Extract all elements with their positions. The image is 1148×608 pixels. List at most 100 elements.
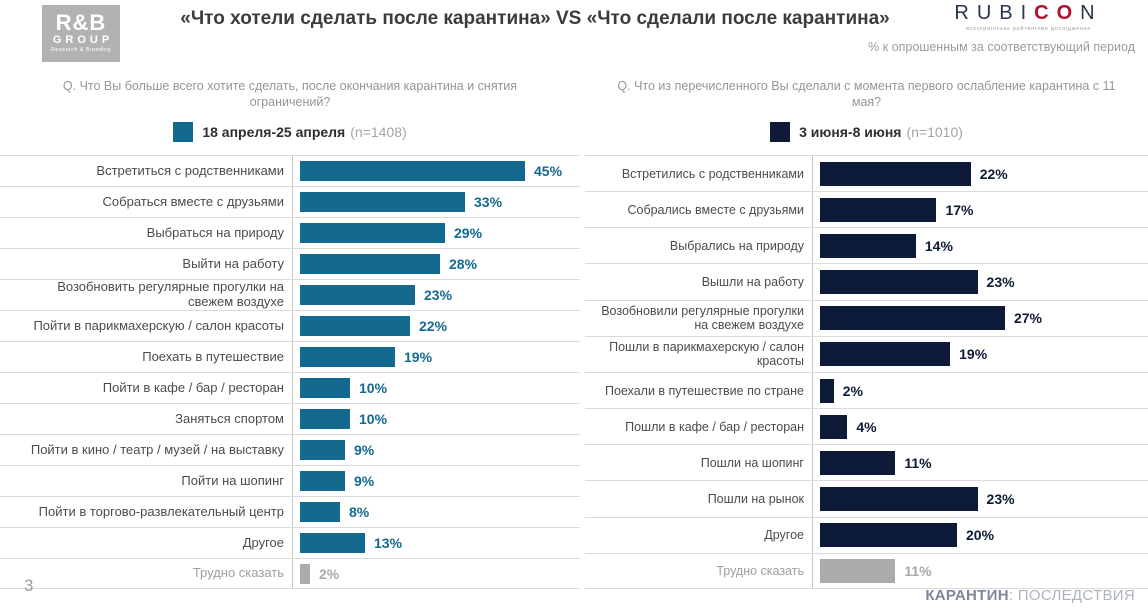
value-label: 17% — [945, 201, 974, 218]
category-label: Пойти в парикмахерскую / салон красоты — [33, 317, 284, 333]
value-label: 22% — [419, 318, 448, 334]
value-label: 4% — [856, 418, 877, 435]
category-label: Пойти в кафе / бар / ресторан — [102, 379, 284, 395]
bar-track: 19% — [292, 342, 580, 372]
category-label: Собраться вместе с друзьями — [102, 193, 284, 209]
category-label: Выйти на работу — [182, 255, 284, 271]
rubicon-letters-navy-1: RUBI — [954, 2, 1035, 24]
rubicon-letters-red: CO — [1034, 2, 1081, 24]
question-text-right: Q. Что из перечисленного Вы сделали с мо… — [617, 79, 1116, 110]
chart-row: Собраться вместе с друзьями 33% — [0, 186, 580, 217]
bar — [300, 440, 345, 460]
value-label: 29% — [454, 225, 483, 241]
chart-row: Пойти в кафе / бар / ресторан 10% — [0, 372, 580, 403]
bar-track: 19% — [812, 336, 1148, 372]
bar-track: 22% — [812, 156, 1148, 192]
chart-row: Пошли на рынок 23% — [585, 480, 1148, 517]
rb-group-logo-group: GROUP — [52, 34, 114, 47]
bar-track: 10% — [292, 404, 580, 434]
category-label: Пошли в парикмахерскую / салон красоты — [609, 340, 804, 369]
chart-row: Встретиться с родственниками 45% — [0, 155, 580, 186]
bar — [300, 502, 340, 522]
category-label: Другое — [764, 528, 804, 543]
chart-row: Вышли на работу 23% — [585, 263, 1148, 300]
bar-track: 45% — [292, 156, 580, 186]
value-label: 19% — [404, 349, 433, 365]
bar-track: 23% — [812, 264, 1148, 300]
bar-chart-right: Встретились с родственниками 22% Собрались… — [585, 155, 1148, 589]
page-number: 3 — [24, 576, 34, 595]
rubicon-tagline: всеукраїнське рейтингове дослідження — [966, 26, 1091, 32]
value-label: 45% — [534, 163, 563, 179]
bar-track: 22% — [292, 311, 580, 341]
bar-track: 23% — [292, 280, 580, 310]
value-label: 13% — [374, 535, 403, 551]
bar-track: 13% — [292, 528, 580, 558]
bar — [300, 378, 350, 398]
footer-series-title: КАРАНТИН: ПОСЛЕДСТВИЯ — [925, 587, 1135, 604]
chart-row: Возобновили регулярные прогулки на свеже… — [585, 299, 1148, 336]
chart-row: Другое 13% — [0, 527, 580, 558]
bar — [820, 197, 937, 222]
chart-row: Трудно сказать 2% — [0, 558, 580, 589]
value-label: 23% — [986, 274, 1015, 291]
category-label: Пошли на шопинг — [700, 455, 804, 470]
footer-series-rest: : ПОСЛЕДСТВИЯ — [1008, 587, 1135, 604]
rubicon-wordmark: RUBICON — [921, 2, 1136, 25]
chart-row: Выйти на работу 28% — [0, 248, 580, 279]
chart-row: Другое 20% — [585, 516, 1148, 553]
bar — [300, 254, 440, 274]
bar — [820, 414, 848, 439]
category-label: Встретиться с родственниками — [96, 162, 284, 178]
bar — [300, 347, 395, 367]
value-label: 10% — [359, 411, 388, 427]
rb-group-logo-name: R&B — [55, 10, 107, 36]
chart-row: Встретились с родственниками 22% — [585, 155, 1148, 192]
chart-row: Пошли на шопинг 11% — [585, 444, 1148, 481]
chart-row: Выбрались на природу 14% — [585, 227, 1148, 264]
value-label: 23% — [424, 287, 453, 303]
bar-track: 2% — [292, 559, 580, 588]
value-label: 2% — [319, 565, 340, 582]
bar-track: 23% — [812, 481, 1148, 517]
value-label: 11% — [904, 454, 932, 471]
legend-swatch — [173, 122, 194, 142]
value-label: 10% — [359, 380, 388, 396]
bar-track: 27% — [812, 300, 1148, 336]
category-label: Заняться спортом — [175, 410, 284, 426]
rubicon-letters-navy-2: N — [1080, 2, 1103, 24]
chart-row: Возобновить регулярные прогулки на свеже… — [0, 279, 580, 310]
bar — [300, 285, 415, 305]
category-label: Пойти в торгово-развлекательный центр — [38, 503, 284, 519]
legend-right: 3 июня-8 июня (n=1010) — [585, 122, 1148, 142]
bar — [820, 306, 1005, 331]
value-label: 20% — [966, 527, 995, 544]
bar-track: 11% — [812, 553, 1148, 588]
category-label: Возобновили регулярные прогулки на свеже… — [601, 304, 804, 333]
bar — [300, 471, 345, 491]
page-title: «Что хотели сделать после карантина» VS … — [180, 8, 890, 29]
value-label: 22% — [979, 165, 1008, 182]
bar-track: 9% — [292, 466, 580, 496]
bar — [820, 378, 834, 403]
category-label: Пошли в кафе / бар / ресторан — [625, 419, 804, 434]
chart-row: Поехать в путешествие 19% — [0, 341, 580, 372]
bar-track: 10% — [292, 373, 580, 403]
bar-track: 29% — [292, 218, 580, 248]
value-label: 27% — [1013, 310, 1042, 327]
category-label: Пойти на шопинг — [181, 472, 284, 488]
rubicon-logo: RUBICON всеукраїнське рейтингове дослідж… — [921, 2, 1136, 32]
bar-track: 28% — [292, 249, 580, 279]
chart-row: Пошли в парикмахерскую / салон красоты 19… — [585, 335, 1148, 372]
bar-track: 20% — [812, 517, 1148, 553]
category-label: Пойти в кино / театр / музей / на выстав… — [30, 441, 284, 457]
bar — [820, 558, 896, 583]
chart-row: Пошли в кафе / бар / ресторан 4% — [585, 408, 1148, 445]
bar — [820, 523, 957, 548]
bar — [820, 233, 916, 258]
bar — [820, 486, 978, 511]
category-label: Поехали в путешествие по стране — [604, 383, 804, 398]
rb-group-logo-tagline: Research & Branding — [51, 47, 111, 54]
legend-sample-size: (n=1010) — [906, 124, 963, 140]
